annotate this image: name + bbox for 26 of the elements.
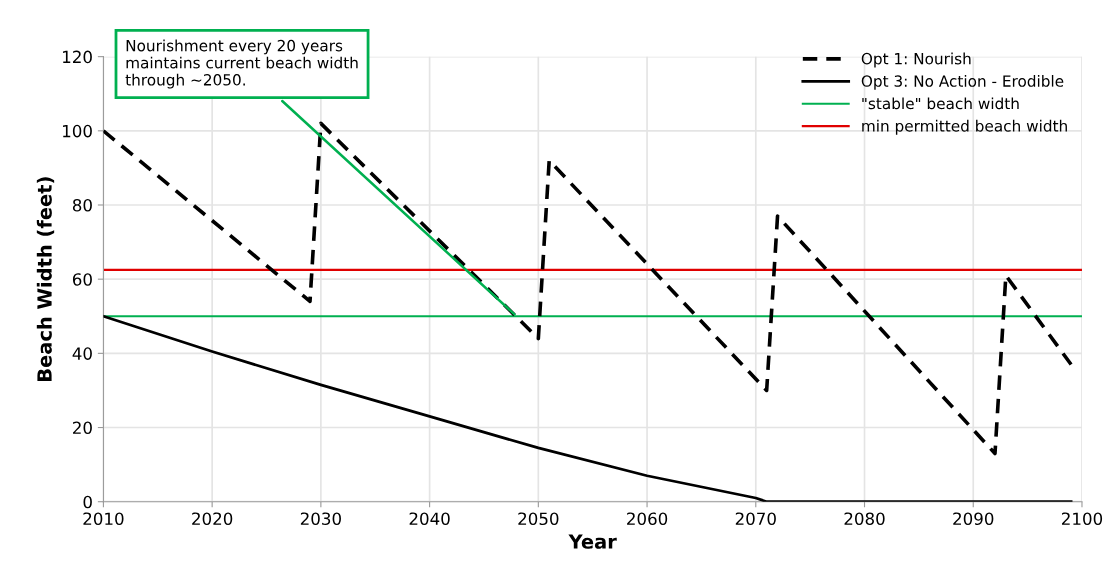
y-tick-label: 0: [83, 495, 92, 509]
legend-label: min permitted beach width: [862, 119, 1067, 135]
y-tick-label: 20: [73, 421, 92, 435]
x-tick-label: 2040: [409, 512, 450, 526]
y-axis-title: Beach Width (feet): [36, 177, 55, 381]
y-tick-label: 60: [72, 273, 92, 286]
legend-label: Opt 3: No Action - Erodible: [861, 75, 1064, 90]
x-tick-label: 2100: [1061, 512, 1103, 526]
x-tick-label: 2020: [192, 512, 233, 526]
x-tick-label: 2070: [735, 512, 776, 526]
y-tick-label: 40: [72, 347, 92, 360]
x-axis-title: Year: [568, 534, 617, 549]
x-tick-label: 2010: [83, 512, 124, 526]
x-tick-label: 2080: [844, 512, 885, 526]
annotation: Nourishment every 20 years maintains current beach width through ~2050.: [125, 39, 358, 89]
x-tick-label: 2050: [518, 512, 559, 526]
y-tick-label: 80: [72, 198, 92, 212]
x-tick-label: 2060: [627, 512, 668, 526]
legend-label: "stable" beach width: [862, 97, 1019, 110]
line-series: [103, 314, 1073, 502]
x-tick-label: 2030: [300, 512, 341, 526]
legend-label: Opt 1: Nourish: [861, 52, 971, 68]
y-tick-label: 100: [63, 124, 92, 138]
y-tick-label: 120: [63, 50, 92, 64]
line-series: [103, 121, 1073, 456]
x-tick-label: 2090: [953, 512, 994, 526]
